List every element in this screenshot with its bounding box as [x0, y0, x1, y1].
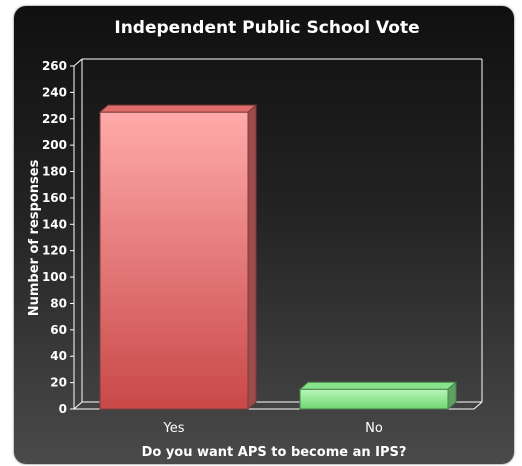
- y-tick-label: 140: [42, 217, 67, 231]
- floor-front-right: [473, 401, 483, 410]
- y-tick-label: 60: [50, 323, 67, 337]
- bars: [98, 104, 458, 411]
- top-left-connector: [73, 58, 83, 67]
- y-tick-label: 20: [50, 376, 67, 390]
- bar-top-face: [298, 381, 458, 390]
- bar-top-face: [98, 104, 258, 113]
- bar-side-face: [447, 381, 457, 411]
- y-tick-label: 180: [42, 165, 67, 179]
- bar-front-face: [299, 388, 449, 410]
- y-tick-label: 240: [42, 85, 67, 99]
- y-tick-label: 40: [50, 349, 67, 363]
- bar-yes: [98, 104, 258, 411]
- bar-front-face: [99, 111, 249, 410]
- bar-side-face: [247, 104, 257, 411]
- y-tick-label: 80: [50, 296, 67, 310]
- y-tick-label: 100: [42, 270, 67, 284]
- y-axis-label: Number of responses: [27, 159, 42, 316]
- y-tick-label: 200: [42, 138, 67, 152]
- bar-no: [298, 381, 458, 411]
- x-axis-categories: Yes No: [163, 421, 383, 436]
- floor-front-left: [73, 401, 83, 410]
- y-tick-label: 260: [42, 59, 67, 73]
- y-tick-label: 160: [42, 191, 67, 205]
- y-tick-label: 0: [59, 402, 67, 416]
- chart-title: Independent Public School Vote: [114, 18, 419, 38]
- x-axis-label: Do you want APS to become an IPS?: [142, 445, 407, 460]
- y-tick-label: 120: [42, 244, 67, 258]
- x-category-label: Yes: [163, 421, 185, 436]
- y-axis-ticks: 0 20 40 60 80 100 120 140 160 180 200 220 240 260: [42, 59, 74, 416]
- y-tick-label: 220: [42, 112, 67, 126]
- x-category-label: No: [365, 421, 383, 436]
